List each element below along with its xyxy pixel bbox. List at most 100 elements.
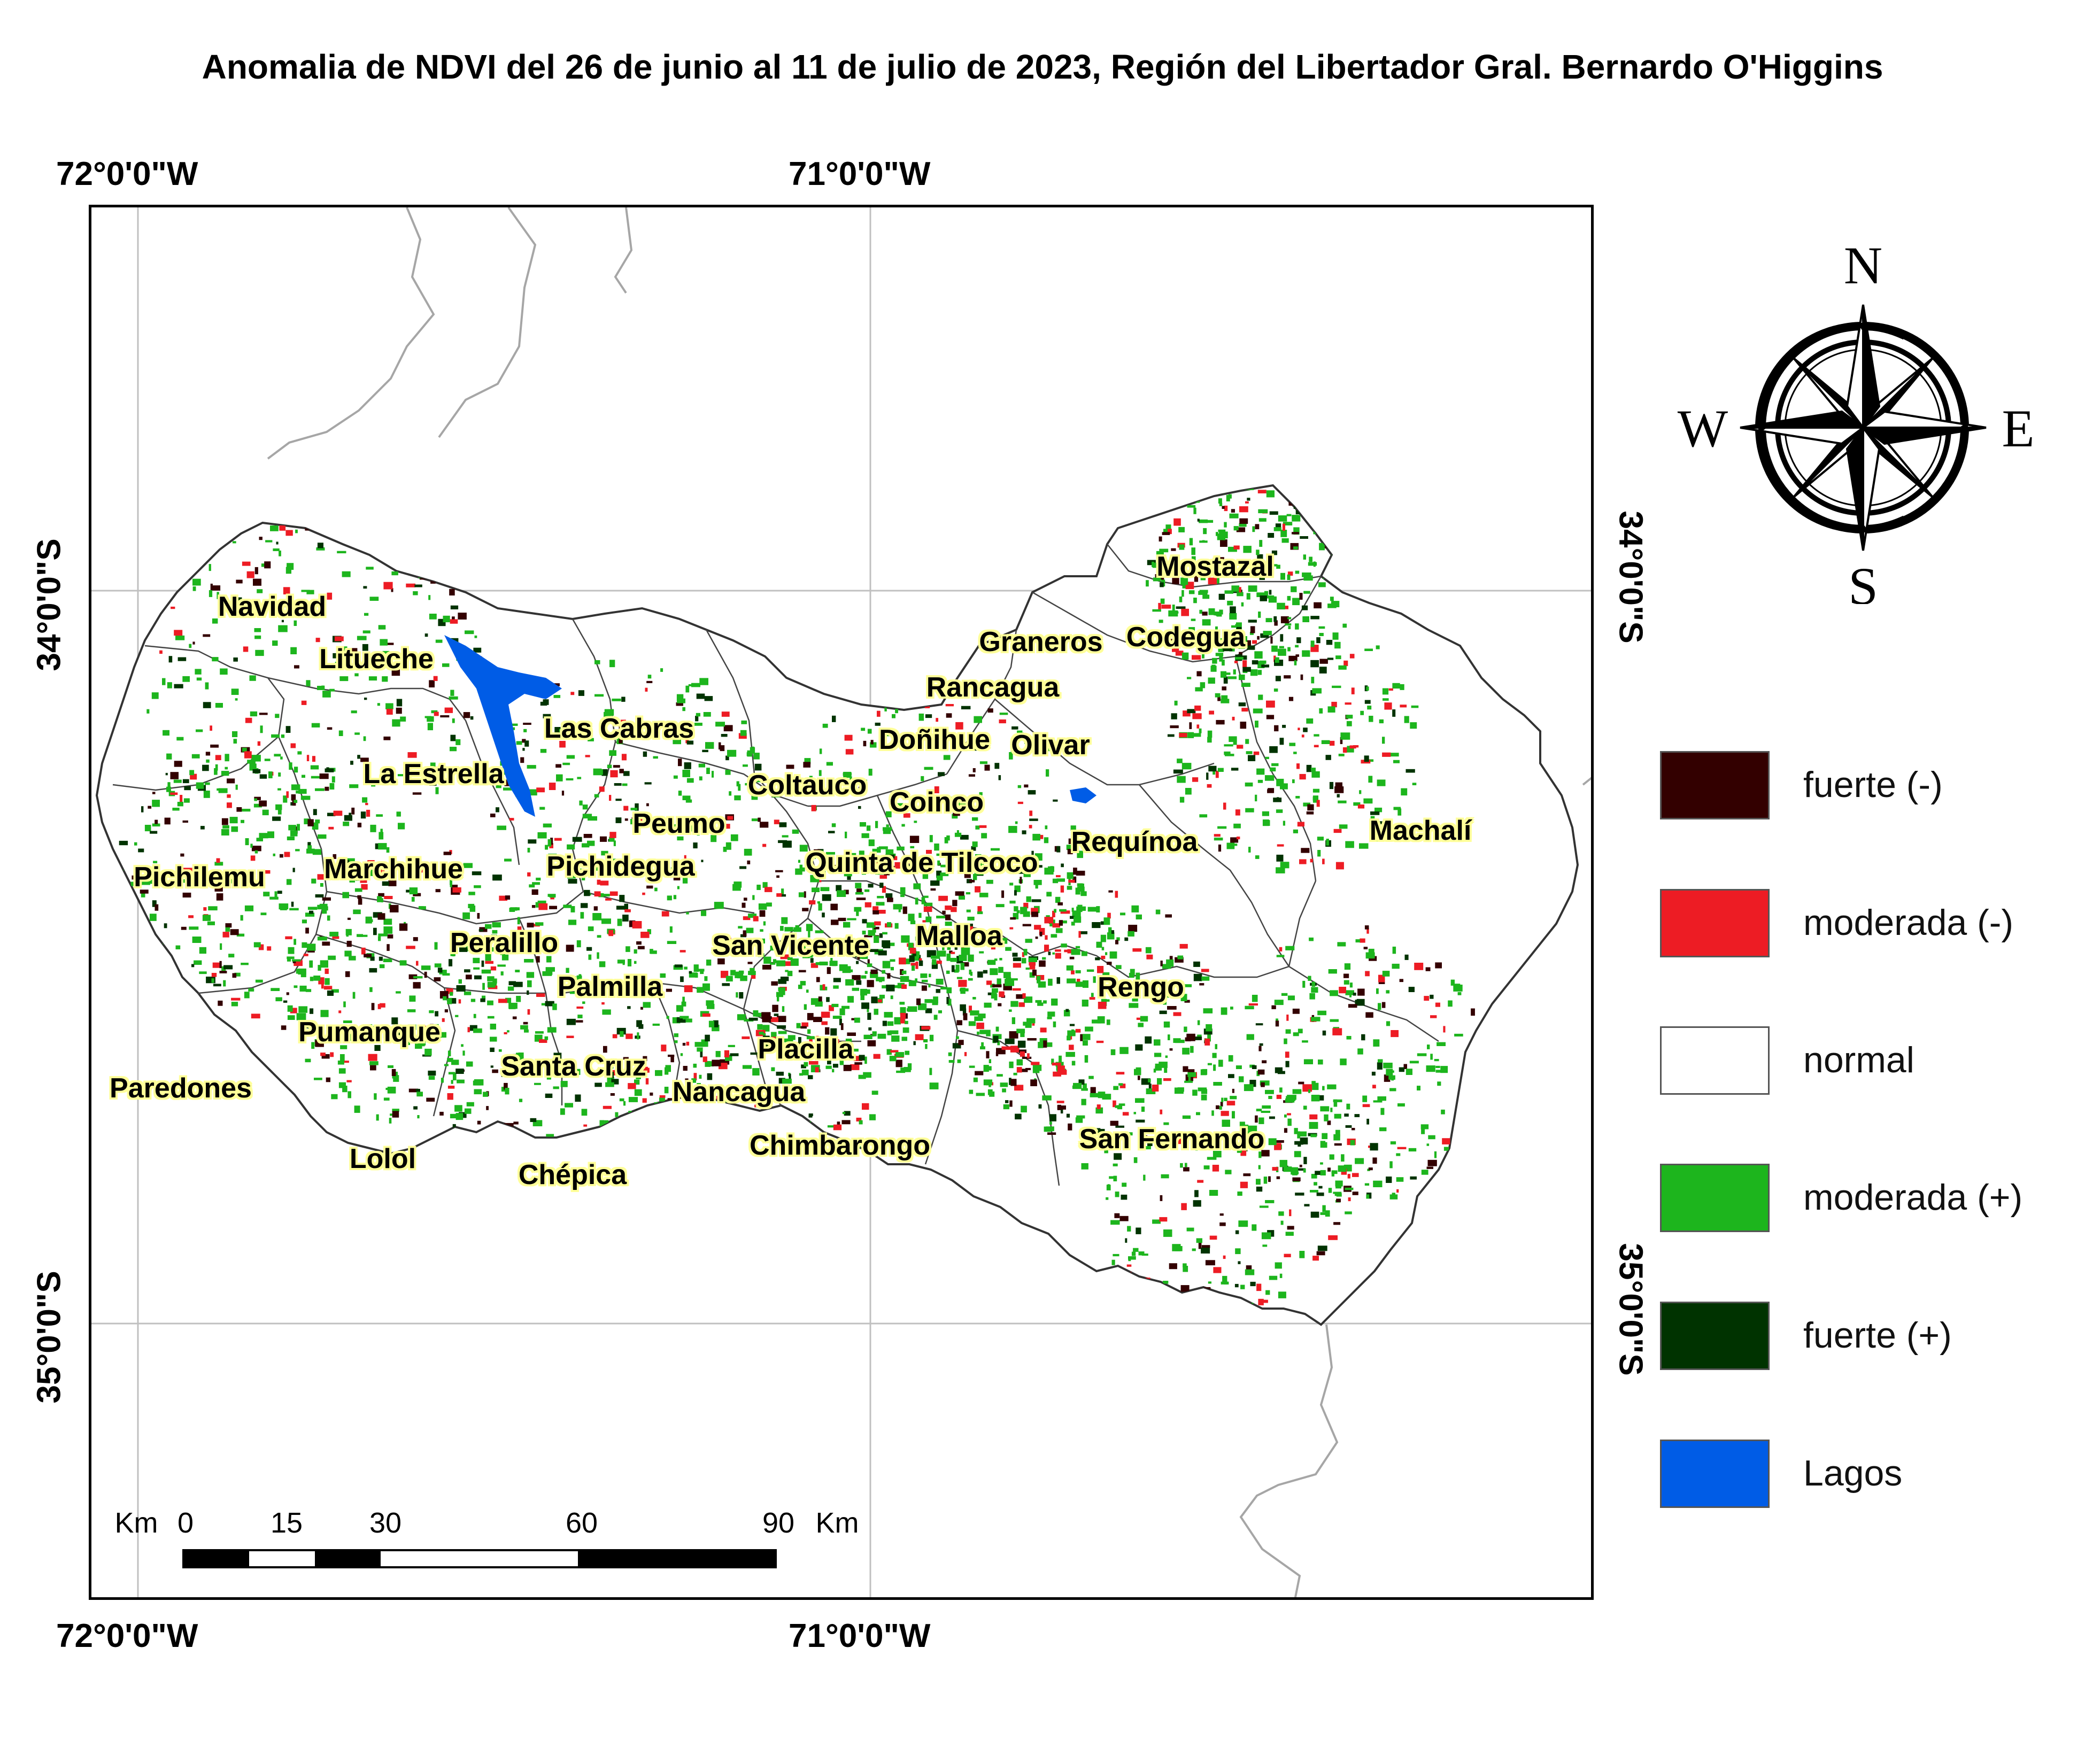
ndvi-pixel — [1345, 841, 1354, 848]
ndvi-pixel — [1245, 1005, 1254, 1010]
ndvi-pixel — [301, 590, 310, 592]
ndvi-pixel — [936, 961, 942, 964]
legend-item-strong-positive: fuerte (+) — [1660, 1302, 2066, 1371]
ndvi-pixel — [1066, 1113, 1070, 1118]
ndvi-pixel — [685, 685, 690, 693]
ndvi-pixel — [452, 887, 461, 893]
place-label-san-vicente: San Vicente — [712, 930, 869, 961]
ndvi-pixel — [1252, 526, 1255, 532]
ndvi-pixel — [961, 947, 970, 955]
ndvi-pixel — [728, 945, 734, 948]
ndvi-pixel — [609, 795, 612, 801]
ndvi-pixel — [357, 636, 367, 640]
ndvi-pixel — [829, 1005, 834, 1011]
ndvi-pixel — [1229, 569, 1232, 577]
ndvi-pixel — [673, 877, 681, 880]
ndvi-pixel — [1312, 796, 1317, 801]
ndvi-pixel — [1328, 1188, 1332, 1193]
ndvi-pixel — [1071, 1061, 1076, 1066]
ndvi-pixel — [1196, 724, 1200, 729]
ndvi-pixel — [1258, 694, 1263, 700]
ndvi-pixel — [140, 889, 149, 894]
ndvi-pixel — [1159, 620, 1163, 623]
ndvi-pixel — [646, 803, 649, 807]
ndvi-pixel — [1160, 1109, 1163, 1115]
ndvi-pixel — [501, 1145, 507, 1151]
ndvi-pixel — [1214, 834, 1221, 837]
ndvi-pixel — [825, 852, 835, 855]
ndvi-pixel — [337, 1061, 344, 1065]
ndvi-pixel — [604, 1120, 609, 1124]
ndvi-pixel — [826, 864, 829, 870]
ndvi-pixel — [443, 996, 447, 1001]
ndvi-pixel — [1302, 572, 1311, 577]
ndvi-pixel — [205, 782, 210, 785]
ndvi-pixel — [1335, 782, 1342, 788]
ndvi-pixel — [1215, 693, 1221, 698]
ndvi-pixel — [979, 761, 987, 764]
ndvi-pixel — [250, 855, 256, 861]
ndvi-pixel — [512, 1054, 519, 1057]
ndvi-pixel — [450, 690, 454, 696]
ndvi-pixel — [633, 991, 636, 997]
ndvi-pixel — [782, 961, 791, 966]
ndvi-pixel — [285, 530, 293, 536]
ndvi-pixel — [362, 797, 368, 803]
ndvi-pixel — [994, 958, 998, 961]
ndvi-pixel — [746, 927, 754, 933]
ndvi-pixel — [433, 676, 438, 681]
ndvi-pixel — [921, 897, 925, 904]
ndvi-pixel — [1285, 1029, 1291, 1034]
ndvi-pixel — [1327, 604, 1337, 608]
ndvi-pixel — [507, 986, 514, 991]
ndvi-pixel — [875, 821, 878, 829]
ndvi-pixel — [753, 753, 760, 760]
ndvi-pixel — [1373, 1100, 1383, 1103]
ndvi-pixel — [1052, 878, 1059, 884]
ndvi-pixel — [1217, 557, 1224, 564]
ndvi-pixel — [182, 820, 188, 823]
ndvi-pixel — [987, 960, 996, 965]
ndvi-pixel — [283, 1000, 288, 1003]
ndvi-pixel — [377, 896, 382, 902]
ndvi-pixel — [781, 1167, 789, 1174]
ndvi-pixel — [497, 964, 506, 967]
ndvi-pixel — [1397, 1147, 1407, 1149]
ndvi-pixel — [1189, 722, 1192, 729]
ndvi-pixel — [582, 873, 585, 880]
ndvi-pixel — [821, 1011, 830, 1018]
ndvi-pixel — [1308, 1089, 1311, 1093]
ndvi-pixel — [413, 976, 423, 979]
ndvi-pixel — [739, 866, 747, 869]
ndvi-pixel — [349, 956, 356, 961]
ndvi-pixel — [325, 768, 334, 772]
ndvi-pixel — [972, 817, 978, 821]
ndvi-pixel — [1218, 844, 1222, 852]
ndvi-pixel — [1082, 1000, 1088, 1007]
ndvi-pixel — [1145, 947, 1152, 954]
ndvi-pixel — [360, 539, 363, 543]
ndvi-pixel — [686, 1041, 690, 1046]
ndvi-pixel — [796, 1050, 800, 1054]
ndvi-pixel — [1377, 779, 1386, 786]
ndvi-pixel — [1159, 548, 1169, 553]
ndvi-pixel — [189, 926, 199, 930]
ndvi-pixel — [646, 1118, 652, 1124]
ndvi-pixel — [780, 977, 789, 981]
ndvi-pixel — [659, 1095, 666, 1098]
ndvi-pixel — [504, 1123, 514, 1127]
ndvi-pixel — [1193, 733, 1201, 737]
ndvi-pixel — [1240, 1181, 1248, 1188]
ndvi-pixel — [582, 1001, 585, 1004]
ndvi-pixel — [235, 698, 238, 701]
ndvi-pixel — [1202, 619, 1211, 626]
ndvi-pixel — [839, 1019, 842, 1025]
ndvi-pixel — [170, 792, 178, 795]
ndvi-pixel — [232, 973, 237, 978]
ndvi-pixel — [1184, 1026, 1187, 1032]
ndvi-pixel — [1145, 1036, 1152, 1044]
ndvi-pixel — [1215, 1044, 1217, 1049]
ndvi-pixel — [307, 845, 312, 851]
ndvi-pixel — [183, 879, 191, 883]
ndvi-pixel — [1029, 963, 1036, 970]
